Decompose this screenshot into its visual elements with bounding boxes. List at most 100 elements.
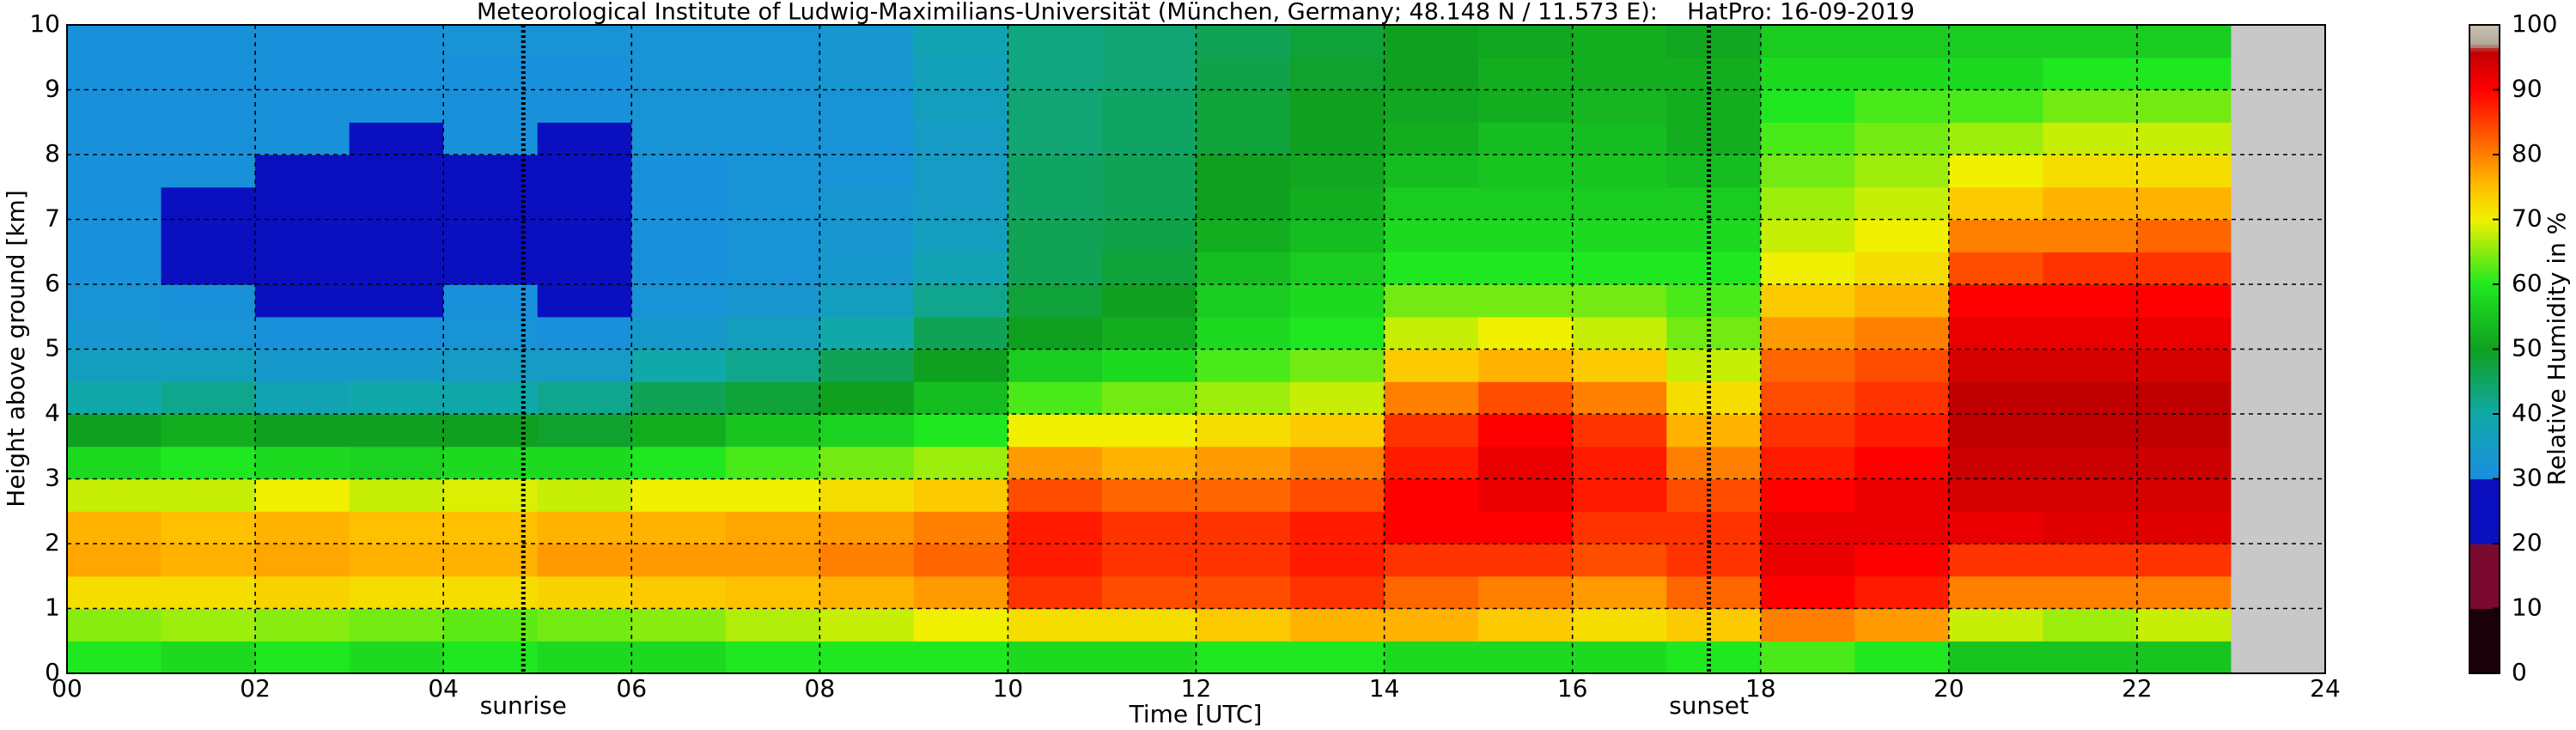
heat-cell — [1854, 89, 1950, 123]
colorbar-segment — [2469, 599, 2500, 603]
heat-cell — [1666, 122, 1762, 155]
heat-cell — [2136, 25, 2232, 58]
colorbar-segment — [2469, 533, 2500, 538]
heat-cell — [913, 544, 1009, 577]
heat-cell — [725, 478, 820, 512]
heat-cell — [631, 284, 727, 318]
colorbar-segment — [2469, 112, 2500, 117]
colorbar-segment — [2469, 167, 2500, 172]
heat-cell — [631, 511, 727, 544]
colorbar-segment — [2469, 475, 2500, 480]
heat-cell — [1384, 544, 1479, 577]
heat-cell — [349, 349, 444, 382]
colorbar-segment — [2469, 514, 2500, 519]
heat-cell — [349, 316, 444, 350]
heat-cell — [1196, 186, 1291, 221]
colorbar-segment — [2469, 398, 2500, 402]
heat-cell — [67, 186, 162, 221]
colorbar-segment — [2469, 605, 2500, 610]
heat-cell — [1290, 478, 1385, 512]
heat-cell — [2136, 641, 2232, 674]
colorbar-segment — [2469, 414, 2500, 418]
heat-cell — [1290, 381, 1385, 415]
heat-cell — [631, 89, 727, 123]
colorbar-segment — [2469, 235, 2500, 240]
colorbar-segment — [2469, 197, 2500, 201]
heat-cell — [537, 544, 632, 577]
heat-cell — [913, 446, 1009, 480]
heat-cell — [1290, 252, 1385, 285]
colorbar-segment — [2469, 34, 2500, 39]
colorbar-segment — [2469, 553, 2500, 557]
heat-cell — [349, 446, 444, 480]
heat-cell — [1760, 478, 1855, 512]
colorbar-segment — [2469, 420, 2500, 424]
heat-cell — [2043, 155, 2138, 188]
heat-cell — [349, 252, 444, 285]
colorbar-segment — [2469, 436, 2500, 441]
heat-cell — [2231, 316, 2326, 350]
heat-cell — [1572, 252, 1667, 285]
colorbar-segment — [2469, 362, 2500, 366]
colorbar-segment — [2469, 595, 2500, 599]
heat-cell — [255, 446, 350, 480]
heat-cell — [1948, 122, 2043, 155]
heat-cell — [819, 575, 915, 610]
y-tick-label: 3 — [45, 464, 60, 492]
colorbar-segment — [2469, 407, 2500, 411]
heat-cell — [1666, 381, 1762, 415]
colorbar-segment — [2469, 615, 2500, 619]
heat-cell — [1290, 186, 1385, 221]
colorbar-segment — [2469, 442, 2500, 447]
colorbar-tick-label: 40 — [2512, 398, 2543, 427]
heat-cell — [819, 25, 915, 58]
heat-cell — [1384, 414, 1479, 447]
heat-cell — [349, 284, 444, 318]
colorbar-segment — [2469, 316, 2500, 321]
heat-cell — [1384, 284, 1479, 318]
heat-cell — [537, 155, 632, 188]
heat-cell — [1384, 478, 1479, 512]
colorbar-tick-label: 10 — [2512, 593, 2543, 622]
heat-cell — [1101, 511, 1197, 544]
colorbar-segment — [2469, 349, 2500, 353]
heat-cell — [1572, 575, 1667, 610]
heat-cell — [255, 349, 350, 382]
colorbar-segment — [2469, 239, 2500, 243]
heat-cell — [725, 414, 820, 447]
colorbar-segment — [2469, 274, 2500, 279]
heat-cell — [1384, 122, 1479, 155]
heat-cell — [1008, 641, 1103, 674]
colorbar-segment — [2469, 391, 2500, 395]
heat-cell — [819, 381, 915, 415]
colorbar-segment — [2469, 164, 2500, 168]
heat-cell — [1948, 25, 2043, 58]
y-tick-label: 7 — [45, 204, 60, 233]
colorbar-segment — [2469, 252, 2500, 256]
colorbar-segment — [2469, 86, 2500, 91]
colorbar-segment — [2469, 96, 2500, 100]
heat-cell — [2043, 89, 2138, 123]
colorbar-segment — [2469, 453, 2500, 457]
heat-cell — [1760, 316, 1855, 350]
heat-cell — [1196, 608, 1291, 642]
colorbar-segment — [2469, 119, 2500, 123]
heat-cell — [537, 89, 632, 123]
colorbar-segment — [2469, 144, 2500, 149]
heat-cell — [1948, 89, 2043, 123]
heat-cell — [2231, 89, 2326, 123]
colorbar-segment — [2469, 647, 2500, 652]
colorbar-segment — [2469, 575, 2500, 581]
heat-cell — [631, 446, 727, 480]
heat-cell — [913, 89, 1009, 123]
heat-cell — [349, 511, 444, 544]
colorbar-segment — [2469, 471, 2500, 477]
colorbar-segment — [2469, 336, 2500, 340]
heat-cell — [443, 186, 539, 221]
heat-cell — [1290, 544, 1385, 577]
heat-cell — [1101, 544, 1197, 577]
heat-cell — [2043, 478, 2138, 512]
colorbar-segment — [2469, 385, 2500, 389]
heat-cell — [819, 57, 915, 91]
colorbar-segment — [2469, 206, 2500, 210]
